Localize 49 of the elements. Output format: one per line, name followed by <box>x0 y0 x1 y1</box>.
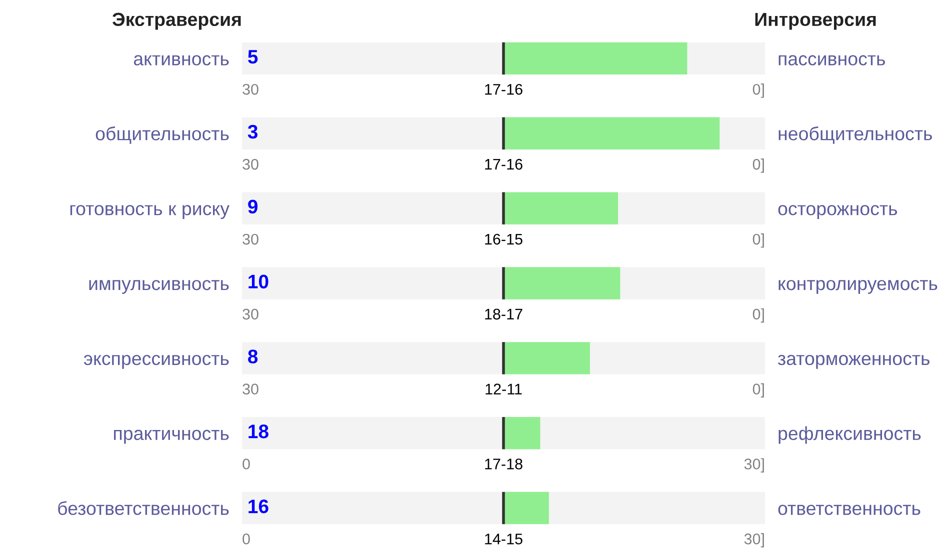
y-tick-label: практичность <box>114 430 229 444</box>
text: 10 <box>248 274 268 288</box>
y-tick-label: безответственность <box>58 501 229 516</box>
annotation: 16-15 <box>485 234 522 245</box>
text: 18 <box>248 424 268 438</box>
y2-tick-label: пассивность <box>778 55 886 66</box>
annotation: 17-16 <box>485 158 522 170</box>
y-tick-label: общительность <box>96 126 229 144</box>
text: 0] <box>752 233 764 248</box>
y-tick-label: импульсивность <box>89 280 229 294</box>
annotation: 17-16 <box>485 84 522 95</box>
text: 0] <box>752 84 764 98</box>
text: 16 <box>248 499 268 514</box>
text: 30 <box>242 158 258 170</box>
text: 0] <box>752 308 764 323</box>
text: 30 <box>242 234 258 245</box>
y2-tick-label: ответственность <box>778 504 920 516</box>
text: 30 <box>242 308 258 320</box>
text: 0] <box>752 158 764 173</box>
bar <box>504 342 590 374</box>
text: 5 <box>248 50 258 64</box>
text: Экстраверсия <box>112 12 241 30</box>
text: 0 <box>242 534 250 544</box>
y-tick-label: активность <box>134 55 229 66</box>
text: 30] <box>744 458 764 472</box>
bar <box>504 416 540 450</box>
bar <box>504 492 549 524</box>
y2-tick-label: необщительность <box>778 126 932 144</box>
text: 30 <box>242 84 258 95</box>
text: 8 <box>248 350 258 364</box>
annotation: 18-17 <box>485 308 522 320</box>
annotation: 17-18 <box>485 458 522 470</box>
text: 0 <box>242 458 250 470</box>
bar <box>504 267 620 300</box>
text: 9 <box>248 200 258 214</box>
y2-tick-label: осторожность <box>778 205 898 219</box>
annotation: 12-11 <box>486 384 522 394</box>
bar <box>504 192 618 224</box>
y2-tick-label: контролируемость <box>778 280 938 294</box>
y2-tick-label: заторможенность <box>778 354 930 369</box>
text: 0] <box>752 383 764 398</box>
y-tick-label: экспрессивность <box>84 354 229 369</box>
y-tick-label: готовность к риску <box>70 205 230 219</box>
text: 3 <box>248 124 258 139</box>
text: 30] <box>744 533 764 548</box>
text: Интроверсия <box>755 12 876 30</box>
text: 30 <box>242 384 258 394</box>
annotation: 14-15 <box>485 534 522 544</box>
y2-tick-label: рефлексивность <box>778 426 921 444</box>
